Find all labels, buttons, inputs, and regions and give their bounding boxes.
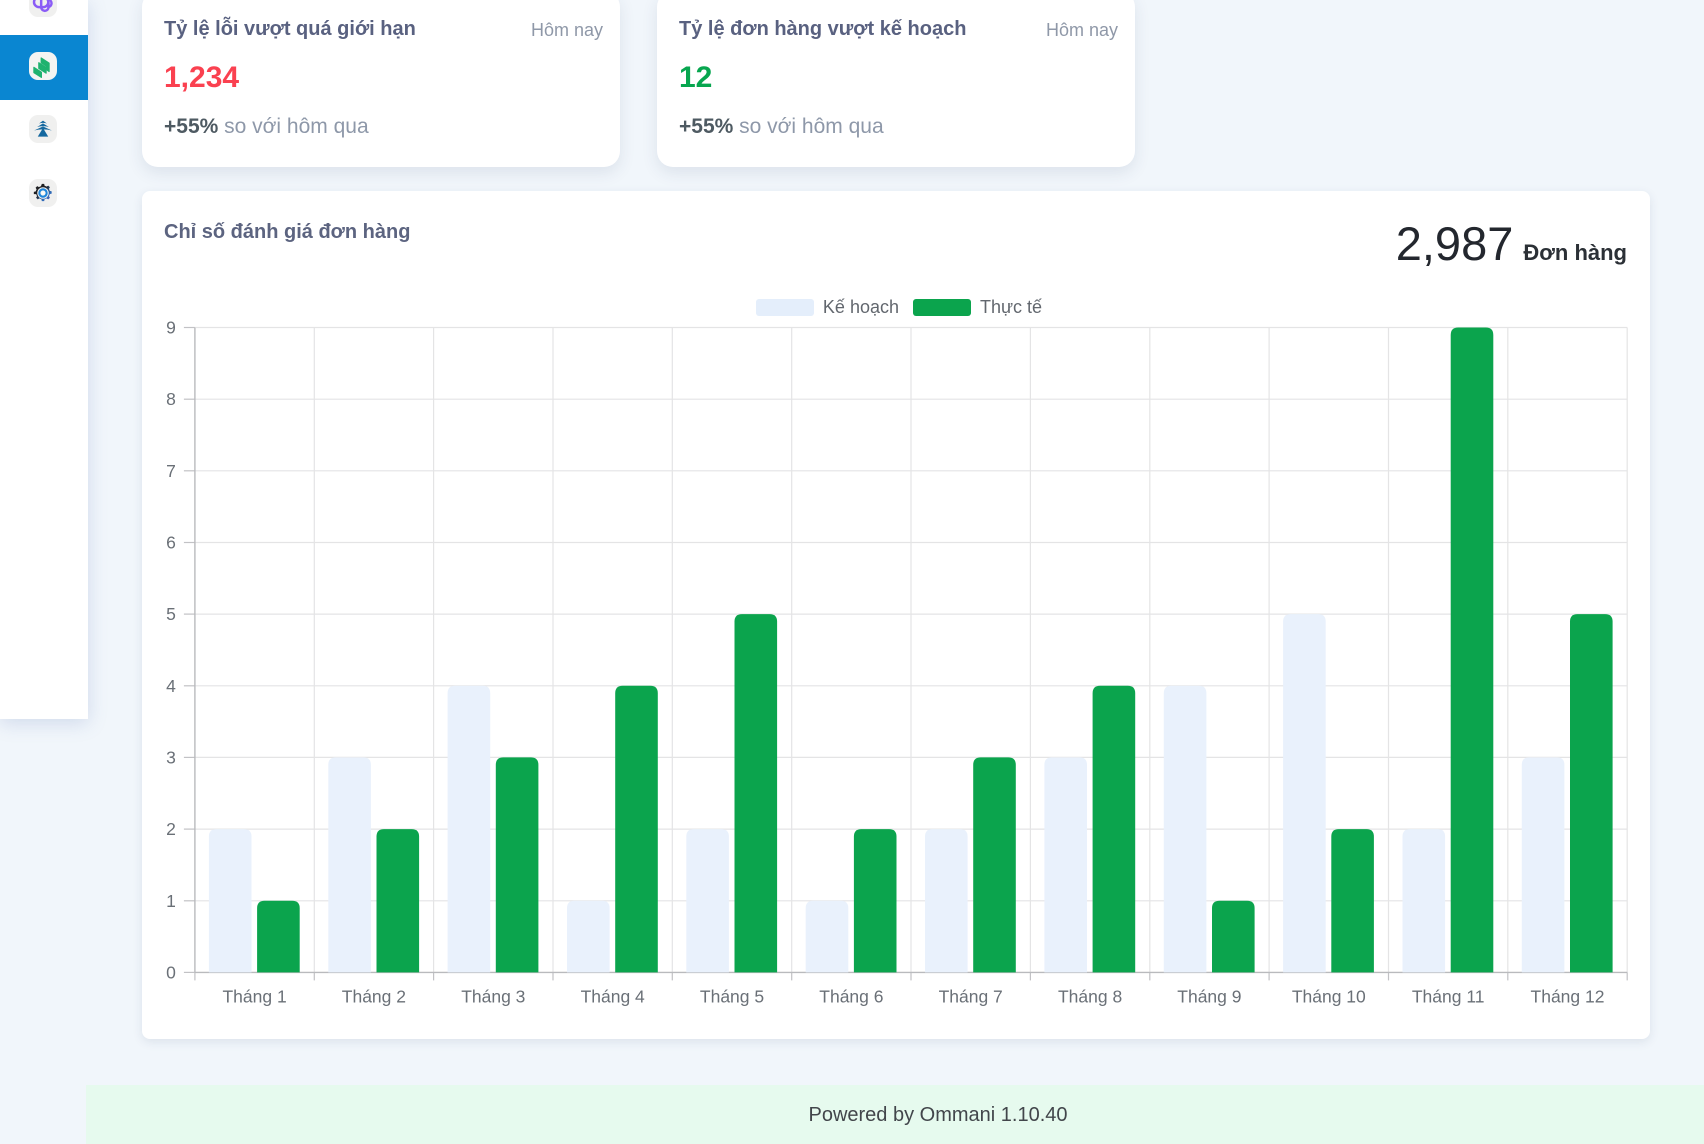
svg-text:5: 5: [166, 604, 176, 624]
svg-text:Tháng 5: Tháng 5: [700, 987, 764, 1007]
svg-text:7: 7: [166, 461, 176, 481]
svg-text:2: 2: [166, 819, 176, 839]
svg-text:Tháng 1: Tháng 1: [222, 987, 286, 1007]
svg-text:9: 9: [166, 318, 176, 338]
svg-text:3: 3: [166, 747, 176, 767]
svg-text:1: 1: [166, 891, 176, 911]
svg-text:6: 6: [166, 533, 176, 553]
svg-text:Tháng 7: Tháng 7: [939, 987, 1003, 1007]
svg-text:8: 8: [166, 389, 176, 409]
svg-text:Tháng 9: Tháng 9: [1177, 987, 1241, 1007]
svg-text:4: 4: [166, 676, 176, 696]
svg-text:Tháng 11: Tháng 11: [1412, 987, 1485, 1007]
svg-text:0: 0: [166, 962, 176, 982]
svg-text:Tháng 2: Tháng 2: [342, 987, 406, 1007]
svg-text:Tháng 4: Tháng 4: [581, 987, 645, 1007]
svg-text:Tháng 10: Tháng 10: [1292, 987, 1366, 1007]
svg-text:Tháng 3: Tháng 3: [461, 987, 525, 1007]
svg-text:Tháng 8: Tháng 8: [1058, 987, 1122, 1007]
svg-text:Tháng 6: Tháng 6: [819, 987, 883, 1007]
svg-text:Tháng 12: Tháng 12: [1531, 987, 1605, 1007]
